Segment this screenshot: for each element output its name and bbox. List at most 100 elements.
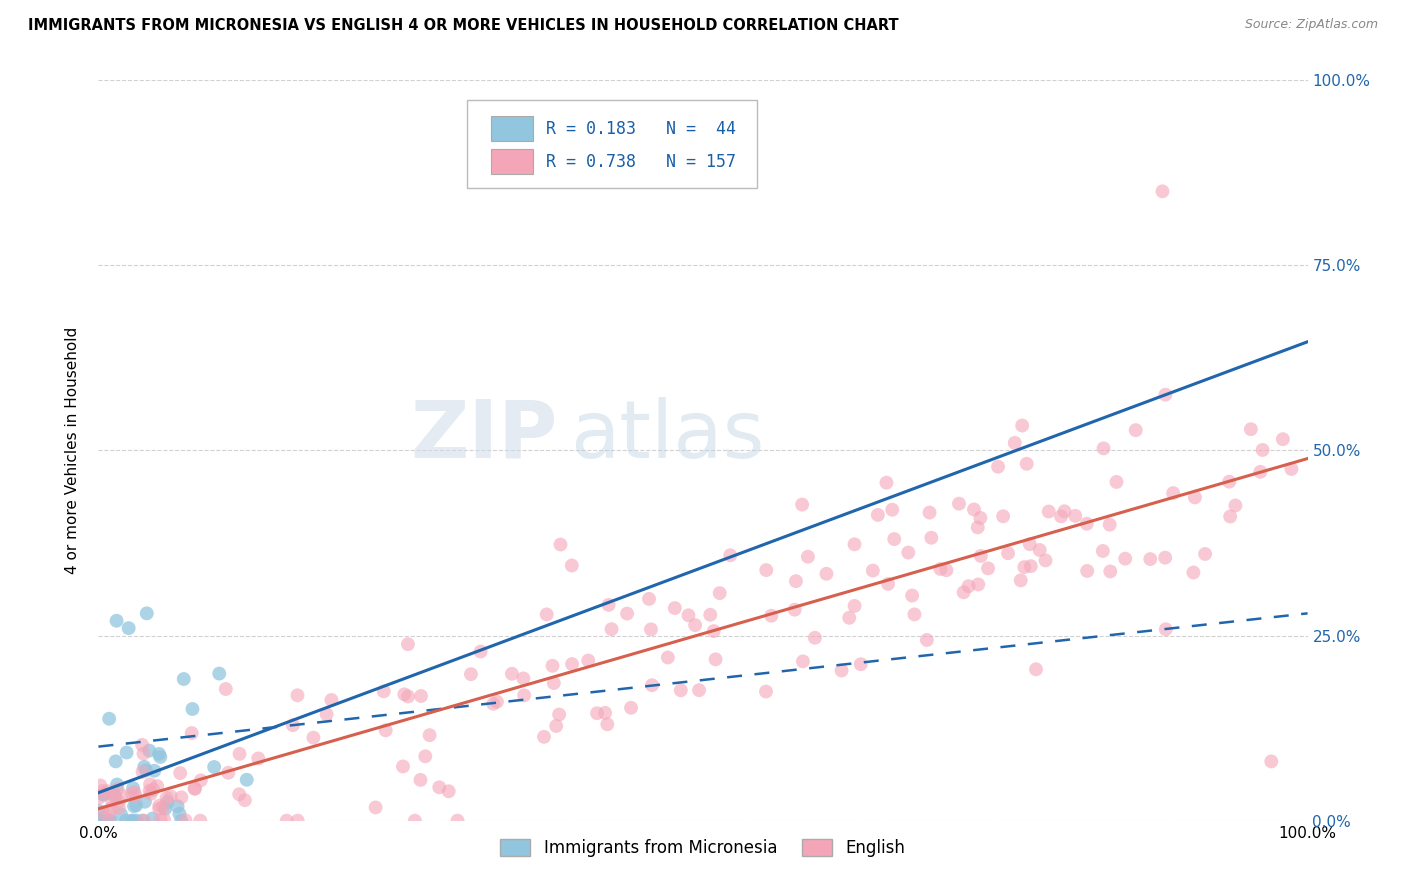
Point [1064,508,1087,523]
Point [1076,516,1098,531]
Point [159,789,181,804]
Point [91,805,114,820]
Point [142,782,165,797]
Point [96,814,118,828]
Point [281,718,304,732]
Point [124,789,146,804]
Point [901,589,924,603]
Point [287,814,309,828]
Point [135,607,157,621]
Point [470,644,492,658]
Point [963,502,986,516]
Point [104,789,127,804]
Point [792,498,814,512]
Point [952,585,974,599]
Point [586,706,609,721]
Point [122,781,145,796]
Point [640,623,662,637]
Point [669,683,692,698]
Point [87,804,110,818]
FancyBboxPatch shape [467,100,758,187]
Point [970,549,993,563]
Point [100,801,122,815]
Point [143,764,166,778]
Point [598,598,620,612]
Point [997,546,1019,560]
Point [1053,504,1076,518]
Point [1092,442,1115,456]
Point [132,814,155,828]
Point [966,520,988,534]
Point [152,800,174,814]
Point [93,787,115,801]
Point [233,793,256,807]
Point [287,688,309,702]
Text: atlas: atlas [569,397,765,475]
Point [783,602,806,616]
Point [247,751,270,765]
Point [866,508,889,522]
Point [797,549,820,564]
Point [1035,553,1057,567]
Point [139,777,162,791]
Point [409,772,432,787]
Point [792,654,814,668]
Point [482,697,505,711]
Point [437,784,460,798]
Point [107,782,129,797]
Point [1154,622,1177,636]
Point [105,614,128,628]
Point [935,563,957,577]
Point [1154,387,1177,401]
Point [1260,755,1282,769]
Point [122,814,145,828]
Point [703,624,725,638]
Point [132,747,155,761]
Point [364,800,387,814]
Point [576,654,599,668]
Point [561,558,583,573]
Point [138,743,160,757]
Point [831,664,853,678]
Point [396,690,419,704]
Point [883,532,905,546]
Point [131,764,153,779]
Point [1028,543,1050,558]
Point [1194,547,1216,561]
Point [918,506,941,520]
Point [94,814,117,828]
Point [104,755,127,769]
Point [1010,574,1032,588]
Point [142,812,165,826]
Point [100,792,122,806]
Point [616,607,638,621]
Point [155,790,177,805]
Point [146,779,169,793]
Point [155,802,177,816]
Point [98,814,121,828]
Point [138,784,160,798]
Point [957,579,980,593]
Point [104,789,127,803]
Point [121,787,143,801]
Point [1249,465,1271,479]
Point [1225,499,1247,513]
Point [180,726,202,740]
Point [1025,662,1047,676]
Point [755,684,778,698]
Point [1281,462,1303,476]
Point [620,700,643,714]
Point [929,562,952,576]
Point [877,577,900,591]
Point [134,760,156,774]
Point [208,666,231,681]
Point [315,707,337,722]
Point [98,804,121,818]
Point [125,814,148,828]
Point [882,502,904,516]
Point [111,789,134,803]
Point [87,790,110,805]
Point [977,561,1000,575]
Text: R = 0.738   N = 157: R = 0.738 N = 157 [546,153,735,171]
Point [1114,551,1136,566]
